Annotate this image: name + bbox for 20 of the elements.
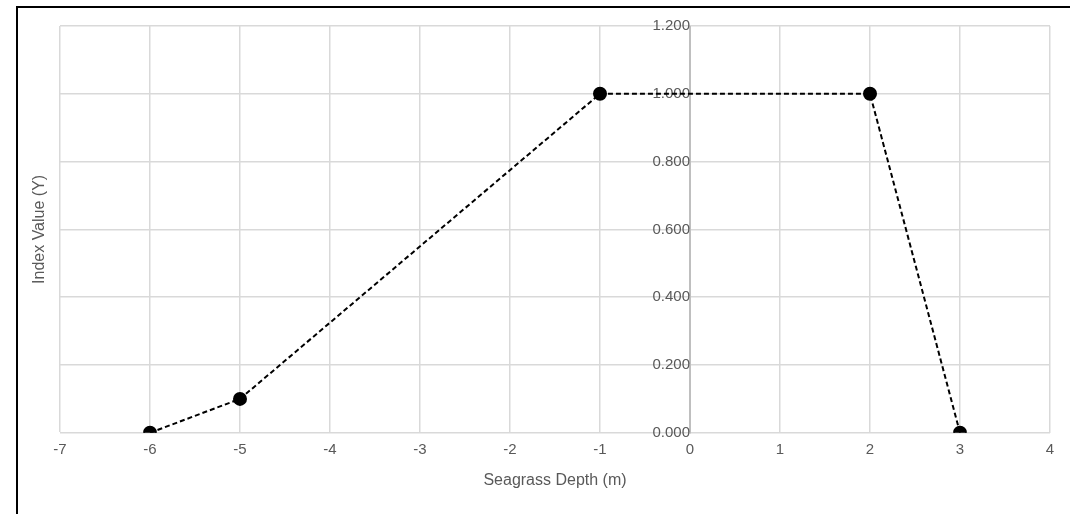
x-tick-label: -5: [233, 439, 247, 457]
y-tick-label: 0.400: [652, 287, 690, 305]
y-tick-label: 0.800: [652, 151, 690, 169]
y-tick-label: 0.600: [652, 219, 690, 237]
x-axis-title: Seagrass Depth (m): [483, 470, 627, 488]
y-axis-title: Index Value (Y): [30, 174, 48, 284]
x-tick-label: -6: [143, 439, 157, 457]
x-tick-label: -1: [593, 439, 607, 457]
x-tick-label: 0: [685, 439, 695, 457]
x-tick-label: 4: [1045, 439, 1055, 457]
x-tick-label: -3: [413, 439, 427, 457]
x-tick-label: -2: [503, 439, 517, 457]
y-tick-label: 1.200: [652, 16, 690, 34]
y-tick-label: 0.200: [652, 355, 690, 373]
x-tick-label: -4: [323, 439, 337, 457]
x-tick-label: 3: [955, 439, 965, 457]
x-tick-label: 1: [775, 439, 785, 457]
x-tick-label: 2: [865, 439, 875, 457]
x-tick-label: -7: [53, 439, 67, 457]
y-tick-label: 0.000: [652, 422, 690, 440]
